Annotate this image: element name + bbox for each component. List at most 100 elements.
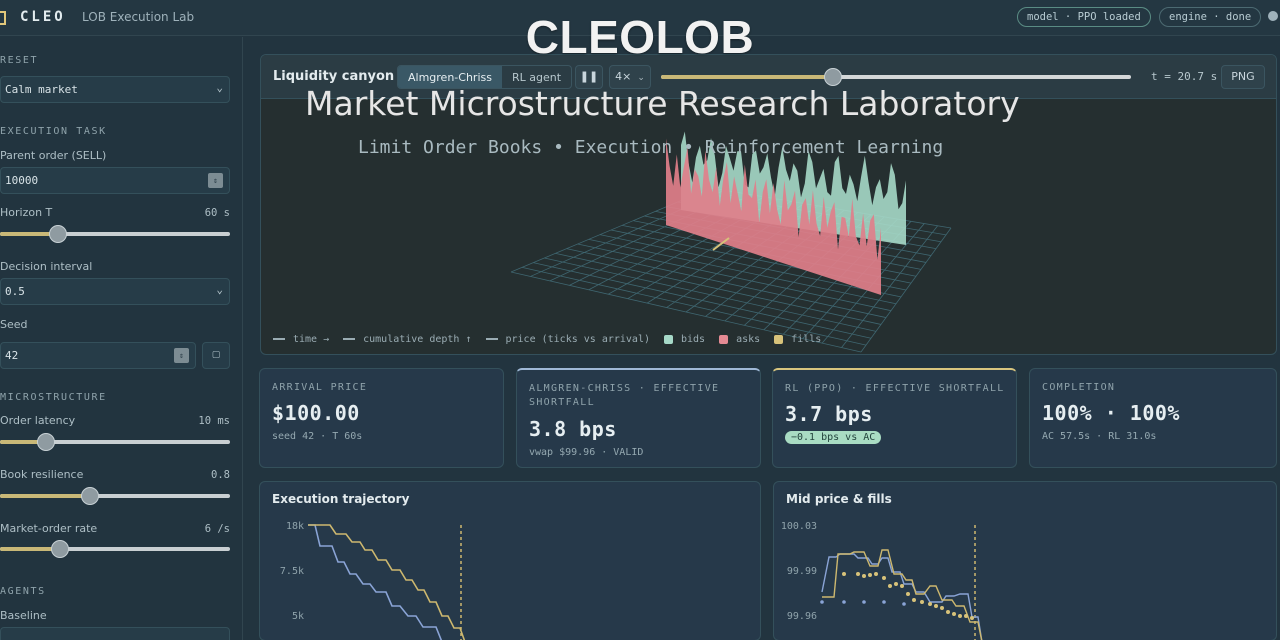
overlay-tagline: Limit Order Books • Execution • Reinforc… [358,137,944,158]
fill-marker [842,572,846,576]
y-tick-label: 7.5k [280,566,304,577]
overlay-subtitle: Market Microstructure Research Laborator… [305,84,1020,123]
ac-trajectory-line [308,524,466,640]
execution-trajectory-panel: 18k 7.5k 5k Execution trajectory [259,481,761,640]
parent-order-value: 10000 [5,174,39,187]
decision-interval-value: 0.5 [5,285,25,298]
agents-section-label: AGENTS [0,586,46,597]
fill-marker [856,572,860,576]
seed-label: Seed [0,318,28,331]
rl-shortfall-card: RL (PPO) · EFFECTIVE SHORTFALL 3.7 bps −… [772,368,1017,468]
liquidity-canyon-3d-plot[interactable] [261,100,1277,355]
plot-legend: time → cumulative depth ↑ price (ticks v… [273,334,821,345]
pause-button[interactable]: ❚❚ [575,65,603,89]
timeline-handle[interactable] [824,68,842,86]
randomize-seed-button[interactable]: ▢ [202,342,230,369]
fill-marker [868,573,872,577]
resilience-label: Book resilience [0,468,84,481]
agent-tab-group: Almgren-Chriss RL agent [397,65,573,89]
parent-order-input[interactable]: 10000 ⇕ [0,167,230,194]
baseline-select[interactable] [0,627,230,640]
card-label: ARRIVAL PRICE [272,382,368,393]
speed-select[interactable]: 4× ⌄ [609,65,651,89]
fill-marker [906,592,910,596]
rl-mid-price-line [821,553,983,640]
horizon-slider-handle[interactable] [49,225,67,243]
y-tick-label: 99.96 [787,611,817,622]
fill-marker [970,616,974,620]
asks-wall [666,138,881,295]
app-subtitle: LOB Execution Lab [82,10,195,24]
card-label: ALMGREN-CHRISS · EFFECTIVE SHORTFALL [529,383,720,408]
preset-select-value: Calm market [5,83,78,96]
png-export-button[interactable]: PNG [1221,65,1265,89]
chevron-down-icon: ⌄ [216,283,223,296]
decision-interval-label: Decision interval [0,260,93,273]
legend-price: price (ticks vs arrival) [485,334,650,345]
resilience-slider-fill [0,494,90,498]
viewer-toolbar: Liquidity canyon Almgren-Chriss RL agent… [261,55,1276,99]
fill-marker [928,602,932,606]
fill-marker [882,576,886,580]
preset-section-label: RESET [0,55,39,66]
timeline-slider[interactable] [661,68,1131,86]
card-value: 100% · 100% [1042,401,1180,425]
y-tick-label: 100.03 [781,521,817,532]
theme-toggle[interactable] [1268,11,1278,21]
chevron-down-icon: ⌄ [216,81,223,94]
fills-trace [712,237,730,251]
fill-marker [862,574,866,578]
latency-slider[interactable] [0,433,230,451]
stepper-icon[interactable]: ⇕ [174,348,189,363]
resilience-value: 0.8 [211,469,230,481]
seed-input[interactable]: 42 ⇕ [0,342,196,369]
ac-shortfall-card: ALMGREN-CHRISS · EFFECTIVE SHORTFALL 3.8… [516,368,761,468]
horizon-slider-fill [0,232,58,236]
viewer-title: Liquidity canyon [273,69,395,84]
seed-value: 42 [5,349,19,362]
chevron-down-icon: ⌄ [637,73,645,83]
fill-marker [958,614,962,618]
fill-marker [862,600,866,604]
ac-mid-price-line [822,549,983,640]
horizon-slider[interactable] [0,225,230,243]
trajectory-title: Execution trajectory [272,492,410,506]
fill-marker [842,600,846,604]
arrival-price-card: ARRIVAL PRICE $100.00 seed 42 · T 60s [259,368,504,468]
fill-marker [900,584,904,588]
mid-price-chart: 100.03 99.99 99.96 [781,521,983,640]
y-tick-label: 5k [292,611,304,622]
decision-interval-select[interactable]: 0.5 ⌄ [0,278,230,305]
market-order-rate-slider[interactable] [0,540,230,558]
tab-almgren-chriss[interactable]: Almgren-Chriss [398,66,502,88]
fill-marker [934,604,938,608]
fill-marker [952,612,956,616]
latency-label: Order latency [0,414,76,427]
y-tick-label: 18k [286,521,304,532]
market-order-rate-slider-handle[interactable] [51,540,69,558]
card-label: COMPLETION [1042,382,1116,393]
fill-markers [820,572,974,620]
rl-trajectory-line [308,524,443,640]
preset-select[interactable]: Calm market ⌄ [0,76,230,103]
overlay-title: CLEOLOB [525,11,755,63]
latency-slider-handle[interactable] [37,433,55,451]
fill-marker [964,614,968,618]
latency-value: 10 ms [198,415,230,427]
resilience-slider[interactable] [0,487,230,505]
completion-card: COMPLETION 100% · 100% AC 57.5s · RL 31.… [1029,368,1277,468]
sidebar: RESET Calm market ⌄ EXECUTION TASK Paren… [0,37,243,640]
brand-name: CLEO [20,9,66,25]
fill-marker [882,600,886,604]
legend-fills: fills [774,334,821,345]
stepper-icon[interactable]: ⇕ [208,173,223,188]
resilience-slider-handle[interactable] [81,487,99,505]
horizon-label: Horizon T [0,206,53,219]
execution-trajectory-chart: 18k 7.5k 5k [280,521,466,640]
tab-rl-agent[interactable]: RL agent [511,71,562,84]
card-sub: AC 57.5s · RL 31.0s [1042,431,1157,442]
legend-bids: bids [664,334,705,345]
timeline-fill [661,75,833,79]
market-order-rate-label: Market-order rate [0,522,98,535]
card-label: RL (PPO) · EFFECTIVE SHORTFALL [785,383,1005,394]
